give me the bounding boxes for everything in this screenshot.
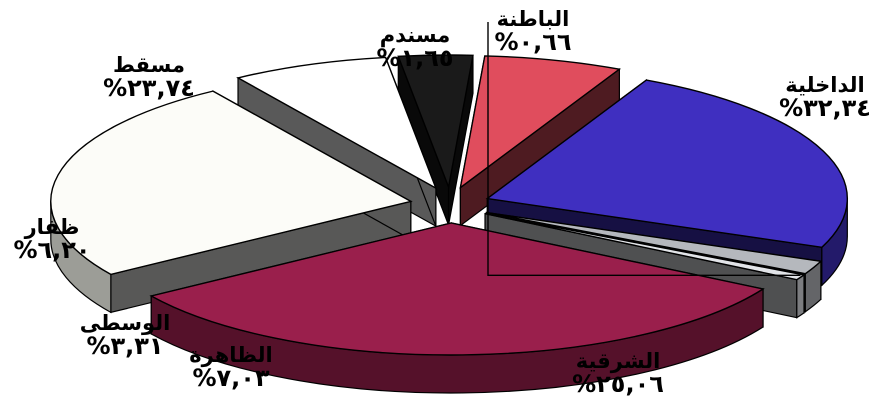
slice-top-مسقط — [485, 79, 848, 249]
pie-slice — [50, 90, 413, 314]
slice-top-الوسطى — [397, 54, 474, 190]
pie-slice — [459, 55, 622, 227]
label-batina: الباطنة %٠,٦٦ — [478, 8, 588, 55]
label-dhofar: ظفار %٦,٢٠ — [2, 216, 102, 263]
leader-line — [487, 22, 801, 276]
slice-name: ظفار — [24, 215, 80, 239]
slice-value: %٢٥,٠٦ — [572, 370, 664, 399]
slice-value: %٧,٠٣ — [192, 364, 270, 393]
slice-name: الداخلية — [785, 73, 865, 97]
slice-name: مسندم — [379, 23, 451, 47]
slice-value: %٣,٣١ — [86, 332, 164, 361]
label-dakhiliya: الداخلية %٣٢,٣٤ — [770, 74, 880, 121]
slice-value: %٣٢,٣٤ — [779, 94, 871, 123]
slice-value: %٦,٢٠ — [13, 236, 91, 265]
slice-top-الشرقية — [50, 90, 413, 276]
slice-value: %٢٣,٧٤ — [103, 74, 195, 103]
slice-name: الظاهرة — [189, 343, 273, 367]
slice-name: الباطنة — [496, 7, 570, 31]
slice-name: مسقط — [113, 53, 185, 77]
slice-value: %١,٦٥ — [376, 44, 454, 73]
label-musandam: مسندم %١,٦٥ — [360, 24, 470, 71]
label-sharqiya: الشرقية %٢٥,٠٦ — [548, 350, 688, 397]
slice-top-الداخلية — [149, 222, 765, 356]
pie-slice — [397, 54, 474, 226]
slice-top-الظاهرة — [236, 56, 438, 190]
slice-name: الشرقية — [575, 349, 661, 373]
slice-value: %٠,٦٦ — [494, 28, 572, 57]
slice-top-مسندم — [486, 211, 823, 275]
label-dhahira: الظاهرة %٧,٠٣ — [176, 344, 286, 391]
label-wusta: الوسطى %٣,٣١ — [70, 312, 180, 359]
label-muscat: مسقط %٢٣,٧٤ — [84, 54, 214, 101]
slice-top-الباطنة — [484, 212, 806, 281]
slice-name: الوسطى — [79, 311, 171, 335]
slice-outer-wall — [796, 273, 805, 319]
